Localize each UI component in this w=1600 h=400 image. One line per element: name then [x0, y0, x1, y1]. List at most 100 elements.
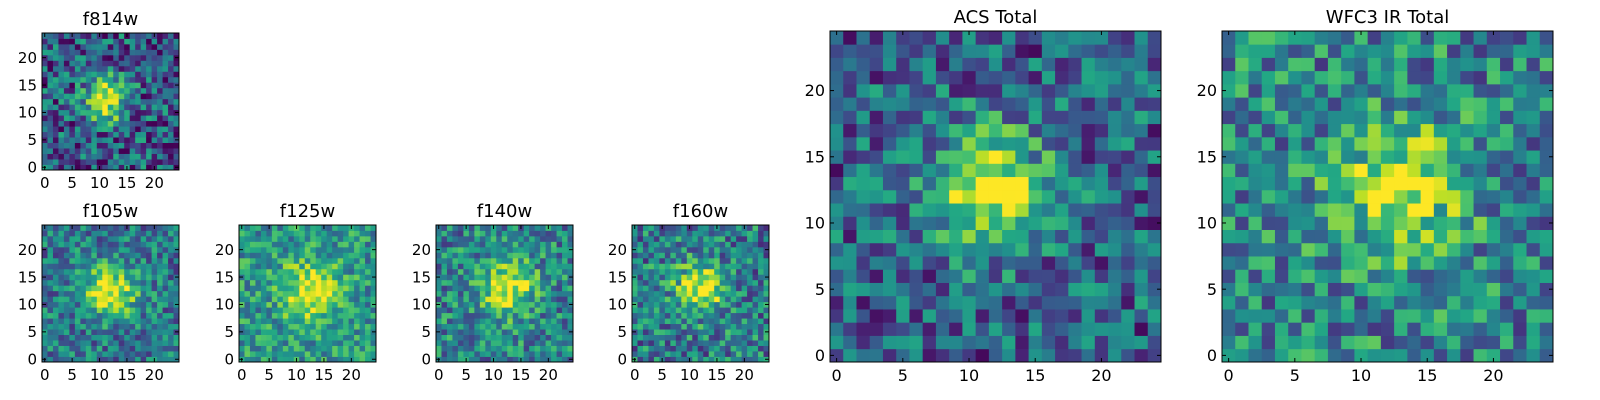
heatmap-cell — [962, 83, 977, 98]
heatmap-cell — [85, 65, 92, 72]
heatmap-cell — [949, 57, 963, 72]
heatmap-cell — [490, 296, 497, 303]
heatmap-cell — [1055, 269, 1069, 283]
heatmap-cell — [173, 323, 180, 330]
heatmap-cell — [96, 252, 103, 259]
heatmap-cell — [310, 290, 317, 297]
heatmap-cell — [1513, 176, 1527, 191]
heatmap-cell — [80, 329, 87, 335]
heatmap-cell — [1248, 44, 1263, 58]
heatmap-cell — [370, 252, 377, 259]
heatmap-cell — [102, 115, 109, 122]
heatmap-cell — [74, 351, 81, 357]
heatmap-cell — [463, 279, 470, 286]
heatmap-cell — [664, 301, 671, 308]
heatmap-cell — [556, 285, 563, 292]
heatmap-cell — [1526, 44, 1541, 58]
heatmap-cell — [1121, 31, 1135, 45]
heatmap-cell — [741, 345, 748, 352]
heatmap-cell — [681, 225, 688, 231]
heatmap-cell — [129, 115, 136, 122]
heatmap-cell — [567, 279, 574, 286]
heatmap-cell — [719, 279, 726, 286]
heatmap-cell — [124, 312, 131, 319]
heatmap-cell — [293, 274, 300, 281]
heatmap-cell — [474, 334, 481, 341]
heatmap-cell — [452, 356, 459, 363]
heatmap-cell — [670, 279, 677, 286]
heatmap-cell — [681, 296, 688, 303]
heatmap-cell — [1513, 242, 1527, 257]
heatmap-cell — [96, 82, 103, 89]
heatmap-cell — [496, 279, 503, 286]
heatmap-cell — [124, 263, 131, 270]
heatmap-cell — [96, 307, 103, 314]
heatmap-cell — [935, 150, 950, 164]
heatmap-cell — [523, 274, 530, 281]
heatmap-cell — [1380, 44, 1395, 58]
heatmap-cell — [140, 43, 147, 50]
heatmap-cell — [337, 263, 344, 270]
heatmap-cell — [168, 142, 174, 149]
heatmap-cell — [1354, 242, 1369, 257]
heatmap-cell — [162, 296, 169, 303]
heatmap-cell — [1539, 57, 1554, 72]
heatmap-cell — [1407, 203, 1421, 217]
heatmap-cell — [113, 93, 120, 100]
heatmap-cell — [102, 71, 109, 78]
heatmap-cell — [118, 318, 125, 325]
heatmap-cell — [507, 329, 514, 335]
heatmap-cell — [507, 241, 514, 248]
heatmap-cell — [162, 225, 169, 231]
heatmap-cell — [1500, 335, 1514, 350]
heatmap-cell — [299, 318, 306, 325]
heatmap-cell — [91, 268, 98, 275]
heatmap-cell — [129, 137, 136, 143]
heatmap-cell — [523, 285, 530, 292]
heatmap-cell — [1407, 189, 1421, 204]
heatmap-cell — [1108, 97, 1122, 111]
heatmap-cell — [332, 274, 339, 281]
heatmap-cell — [1068, 229, 1082, 244]
heatmap-cell — [523, 252, 530, 259]
heatmap-cell — [107, 76, 114, 83]
heatmap-cell — [168, 109, 174, 116]
heatmap-cell — [988, 83, 1003, 98]
heatmap-cell — [1055, 322, 1069, 336]
heatmap-cell — [249, 307, 256, 314]
heatmap-cell — [988, 242, 1003, 257]
heatmap-cell — [479, 257, 486, 264]
heatmap-cell — [74, 71, 81, 78]
heatmap-cell — [304, 290, 311, 297]
heatmap-cell — [315, 312, 322, 319]
heatmap-cell — [485, 340, 492, 346]
heatmap-cell — [42, 93, 48, 100]
heatmap-cell — [47, 65, 54, 72]
heatmap-cell — [1327, 242, 1342, 257]
heatmap-cell — [52, 241, 59, 248]
heatmap-cell — [681, 230, 688, 237]
heatmap-cell — [42, 252, 48, 259]
heatmap-cell — [1121, 216, 1135, 230]
heatmap-cell — [1222, 309, 1236, 323]
heatmap-cell — [124, 131, 131, 138]
heatmap-cell — [714, 301, 721, 308]
heatmap-cell — [1367, 282, 1382, 297]
heatmap-cell — [523, 301, 530, 308]
heatmap-cell — [135, 43, 142, 50]
heatmap-cell — [1301, 322, 1316, 336]
heatmap-cell — [670, 312, 677, 319]
heatmap-cell — [249, 263, 256, 270]
heatmap-cell — [496, 241, 503, 248]
heatmap-cell — [113, 137, 120, 143]
heatmap-cell — [332, 252, 339, 259]
heatmap-cell — [1081, 150, 1096, 164]
heatmap-cell — [1314, 163, 1329, 178]
heatmap-cell — [282, 268, 289, 275]
heatmap-cell — [277, 230, 284, 237]
heatmap-cell — [551, 246, 557, 253]
heatmap-cell — [69, 279, 76, 286]
heatmap-cell — [675, 340, 682, 346]
heatmap-cell — [556, 340, 563, 346]
heatmap-cell — [107, 153, 114, 160]
